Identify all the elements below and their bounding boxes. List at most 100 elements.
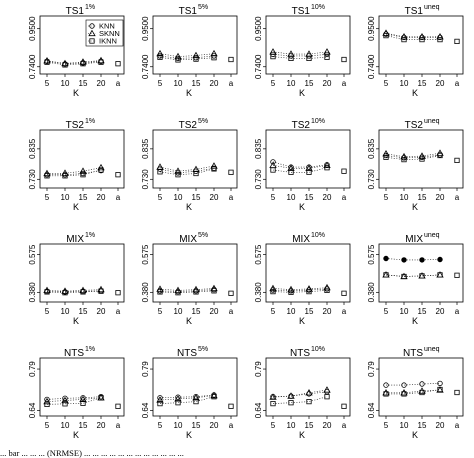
iknn-point — [157, 169, 163, 175]
panel-title-sup: 1% — [85, 346, 95, 353]
y-tick-label: 0.380 — [254, 282, 263, 303]
panel-ts2-10pct: TS2 10% 0.730 0.835 5 10 15 20 a K — [254, 118, 351, 212]
x-tick-label: a — [455, 193, 460, 202]
x-tick-label: 10 — [174, 307, 183, 316]
plot-frame — [265, 357, 351, 417]
iknn-point — [44, 401, 50, 408]
iknn-point — [98, 167, 104, 173]
knn-point — [62, 395, 68, 401]
panel-ts1-5pct: TS1 5% 0.7400 0.9500 5 10 15 20 a K — [141, 4, 238, 98]
panel-nts-1pct: NTS 1% 0.64 0.79 5 10 15 20 a K — [28, 346, 125, 440]
x-axis-label: K — [299, 430, 305, 440]
sknn-series-line — [46, 167, 102, 174]
y-tick-label: 0.575 — [28, 244, 37, 265]
x-tick-label: 10 — [400, 193, 409, 202]
sknn-point — [323, 386, 331, 393]
y-tick-label: 0.730 — [141, 169, 150, 190]
x-tick-label: 20 — [323, 307, 332, 316]
knn-series-line — [46, 396, 102, 400]
x-tick-label: 10 — [174, 79, 183, 88]
plot-frame — [39, 129, 125, 189]
knn-series-line — [385, 258, 441, 261]
iknn-point — [437, 152, 443, 159]
sknn-series-line — [46, 60, 102, 64]
plot-frame — [152, 357, 238, 417]
x-tick-label: 15 — [79, 307, 88, 316]
x-tick-label: 15 — [305, 307, 314, 316]
plot-frame — [265, 129, 351, 189]
sknn-point — [79, 167, 87, 174]
plot-frame — [265, 243, 351, 303]
sknn-series-line — [272, 51, 328, 55]
y-tick-label: 0.7400 — [141, 54, 150, 79]
iknn-point — [211, 288, 217, 294]
sknn-point — [174, 167, 182, 174]
y-tick-label: 0.730 — [367, 169, 376, 190]
iknn-point — [98, 395, 104, 401]
x-tick-label: 5 — [45, 307, 50, 316]
x-tick-label: 20 — [436, 421, 445, 430]
panel-title-sup: 1% — [85, 232, 95, 239]
iknn-point — [401, 273, 407, 280]
panel-title-sup: 1% — [85, 118, 95, 125]
panel-title-sup: 10% — [311, 118, 325, 125]
iknn-series-line — [159, 290, 215, 294]
sknn-point — [156, 285, 164, 292]
x-tick-label: 5 — [45, 79, 50, 88]
panel-title-sup: 5% — [198, 346, 208, 353]
sknn-point — [269, 393, 277, 400]
knn-series-line — [47, 170, 102, 175]
iknn-point — [306, 169, 312, 175]
x-tick-label: a — [455, 307, 460, 316]
knn-point — [419, 257, 425, 263]
iknn-series-line — [385, 155, 441, 160]
iknn-point — [383, 391, 389, 397]
sknn-point — [192, 393, 200, 401]
panel-mix-uneq: MIX uneq 0.380 0.575 5 10 15 20 a K — [367, 232, 464, 326]
x-tick-label: 10 — [400, 79, 409, 88]
sknn-series-line — [159, 395, 215, 401]
y-tick-label: 0.64 — [254, 402, 263, 418]
x-tick-label: 15 — [79, 421, 88, 430]
x-tick-label: 10 — [174, 421, 183, 430]
plot-frame — [152, 243, 238, 303]
iknn-point — [157, 54, 163, 60]
x-tick-label: 10 — [400, 307, 409, 316]
plot-frame — [39, 243, 125, 303]
sknn-series-line — [272, 287, 328, 290]
x-tick-label: 10 — [61, 79, 70, 88]
sknn-point — [210, 284, 218, 292]
iknn-point — [306, 398, 312, 405]
y-tick-label: 0.575 — [367, 244, 376, 265]
iknn-series-line — [386, 389, 441, 395]
x-tick-label: 20 — [97, 307, 106, 316]
sknn-point — [323, 283, 331, 291]
iknn-point — [175, 57, 181, 63]
x-tick-label: 15 — [418, 193, 427, 202]
iknn-point — [211, 394, 217, 400]
iknn-point — [383, 33, 389, 39]
sknn-point — [61, 396, 69, 404]
legend-label-knn: KNN — [99, 22, 115, 31]
knn-point — [175, 394, 181, 400]
iknn-point — [62, 173, 68, 179]
sknn-point — [305, 285, 313, 292]
x-tick-label: 15 — [418, 421, 427, 430]
sknn-point — [418, 387, 426, 394]
x-tick-label: 5 — [45, 193, 50, 202]
panel-title: MIX — [405, 234, 423, 245]
sknn-point — [400, 32, 408, 40]
iknn-point — [193, 289, 199, 295]
iknn-point-a — [454, 38, 460, 45]
x-tick-label: 15 — [305, 79, 314, 88]
knn-point — [80, 395, 86, 401]
iknn-point — [44, 59, 50, 65]
x-tick-label: 5 — [384, 79, 389, 88]
panel-title: TS1 — [66, 6, 85, 17]
panel-title-sup: uneq — [424, 346, 440, 353]
iknn-point — [437, 37, 443, 43]
x-axis-label: K — [412, 430, 418, 440]
plot-frame — [152, 15, 238, 75]
sknn-point — [192, 51, 200, 59]
